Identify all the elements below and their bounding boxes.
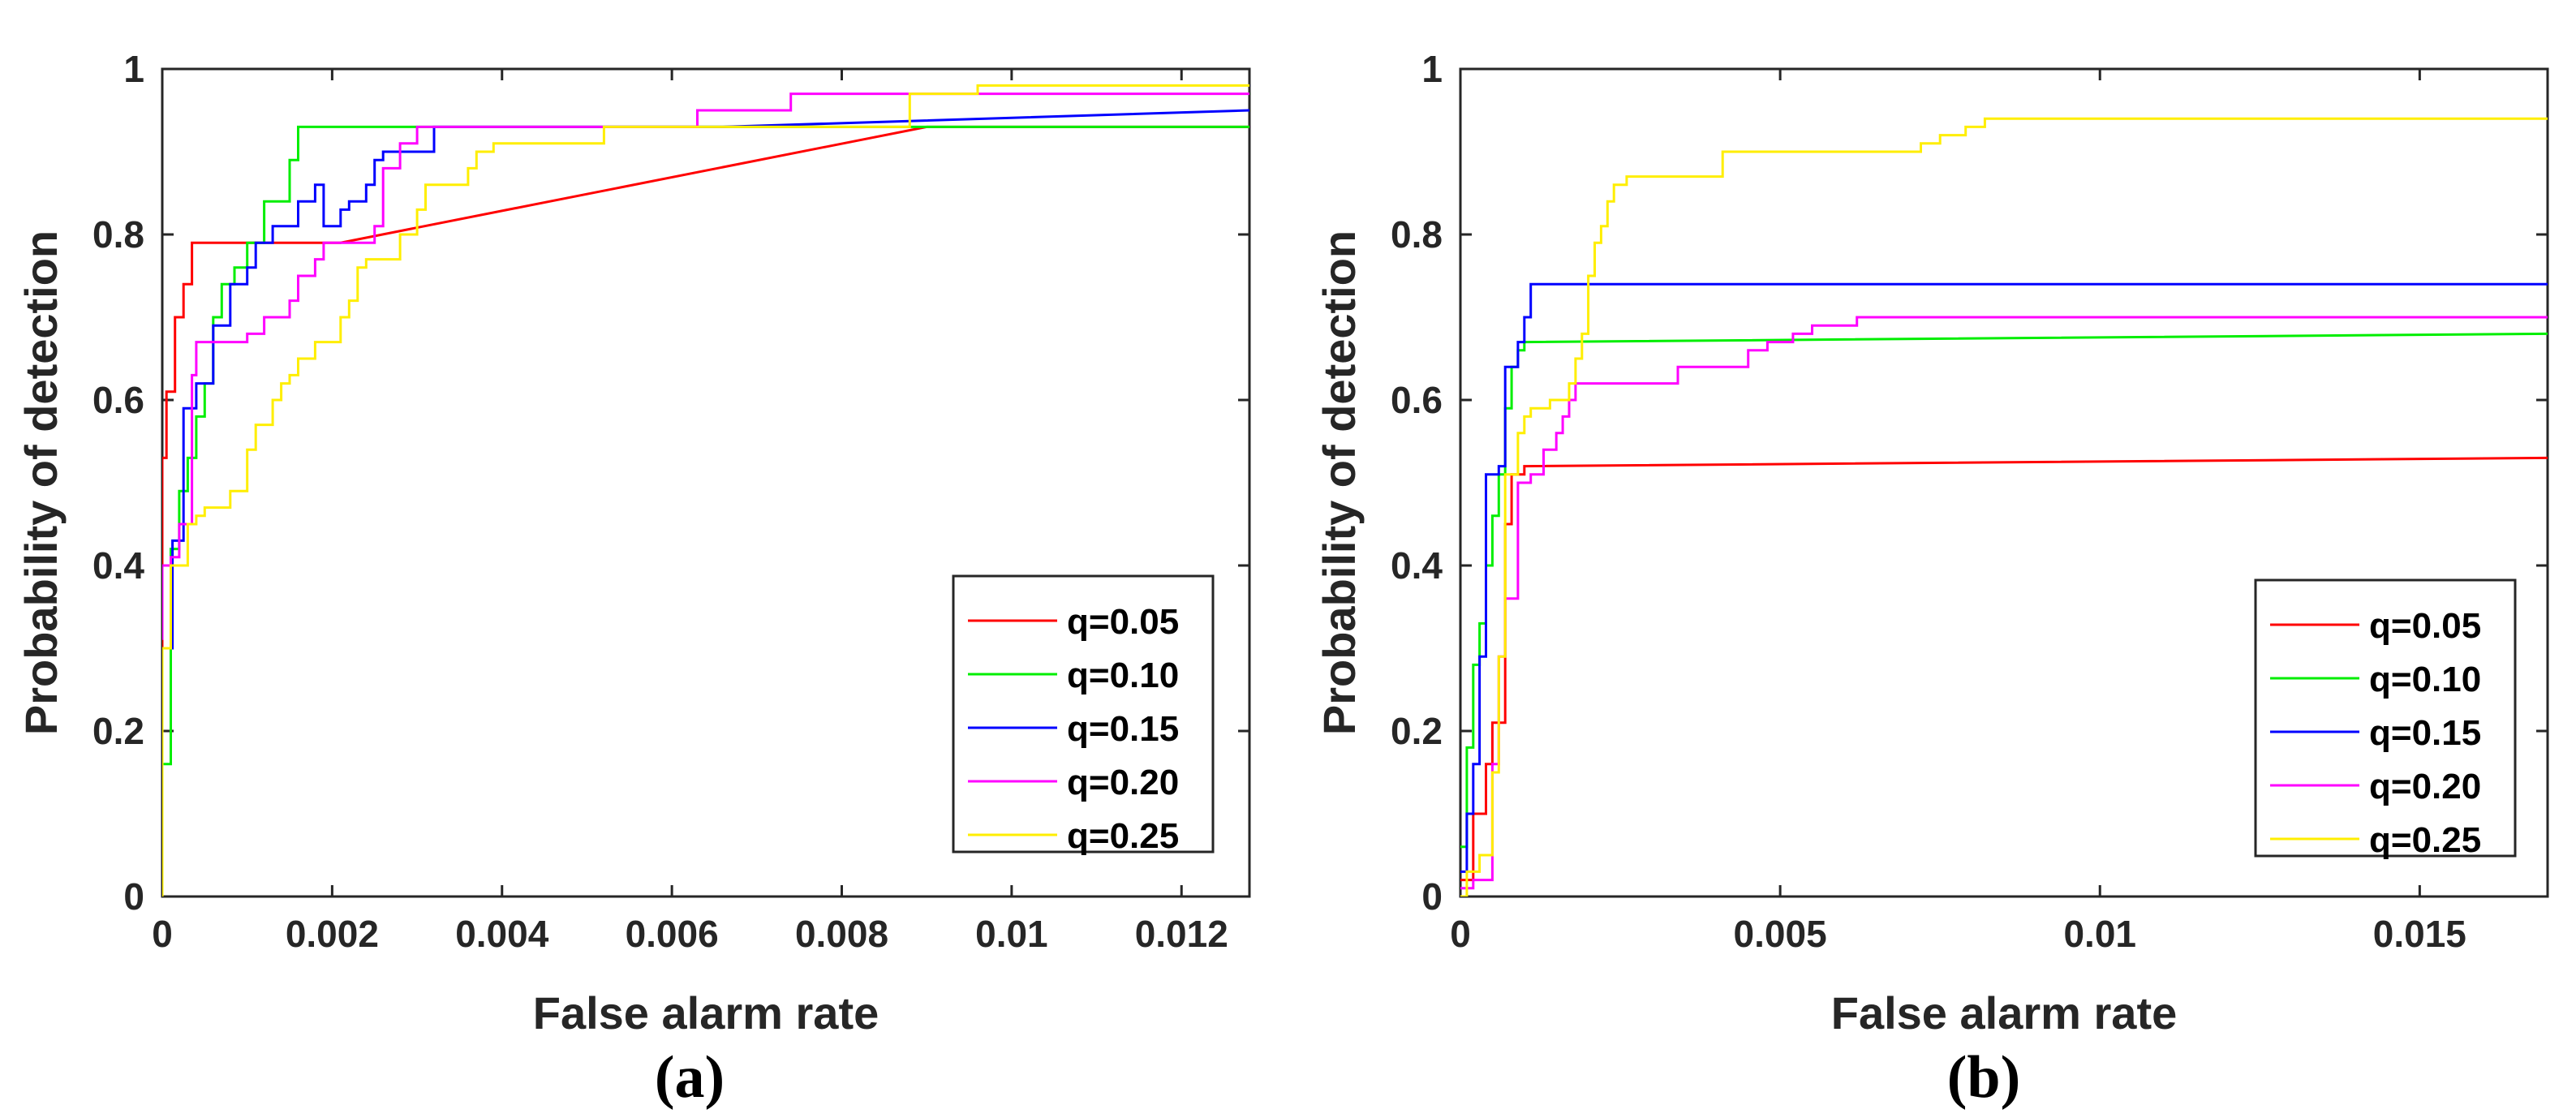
x-tick-label-b: 0 [1450,913,1471,955]
y-tick-label-a: 0.4 [92,544,144,587]
legend-label-b: q=0.05 [2369,606,2481,646]
series-layer-b [1460,117,2548,897]
series-line-q-0-25-b [1460,117,2548,897]
y-tick-label-b: 0 [1421,875,1443,918]
x-axis-label-b: False alarm rate [1831,987,2177,1038]
y-tick-label-b: 0.2 [1391,710,1443,752]
legend-a: q=0.05 q=0.10 q=0.15 q=0.20 q=0.25 [952,574,1215,856]
y-tick-label-b: 1 [1421,48,1443,90]
x-tick-label-a: 0.004 [455,913,549,955]
y-tick-label-a: 0.6 [92,379,144,421]
y-tick-label-b: 0.6 [1391,379,1443,421]
legend-label-a: q=0.25 [1067,816,1179,856]
series-layer-a [162,84,1249,897]
y-tick-label-a: 0.8 [92,213,144,256]
y-axis-label-a: Probability of detection [15,230,67,735]
legend-label-a: q=0.05 [1067,602,1179,642]
legend-label-b: q=0.15 [2369,713,2481,753]
panel-label-b: (b) [1947,1044,2020,1111]
legend-label-a: q=0.10 [1067,656,1179,695]
x-tick-label-a: 0.006 [626,913,719,955]
y-tick-label-a: 0.2 [92,710,144,752]
x-tick-label-b: 0.015 [2373,913,2466,955]
legend-label-a: q=0.15 [1067,709,1179,749]
x-tick-label-b: 0.005 [1734,913,1827,955]
legend-label-b: q=0.10 [2369,660,2481,699]
x-tick-label-a: 0.002 [286,913,379,955]
x-axis-label-a: False alarm rate [533,987,879,1038]
y-tick-label-b: 0.4 [1391,544,1443,587]
x-tick-label-a: 0 [152,913,173,955]
x-tick-label-a: 0.008 [795,913,888,955]
legend-box-b [2254,578,2517,858]
y-tick-label-b: 0.8 [1391,213,1443,256]
series-line-q-0-15-b [1460,282,2548,873]
panel-label-a: (a) [655,1044,725,1111]
axis-ticks-b: 0 0.005 0.01 0.015 0 0.2 0.4 0.6 0.8 1 [1391,48,2548,955]
y-tick-label-a: 1 [123,48,144,90]
legend-b: q=0.05 q=0.10 q=0.15 q=0.20 q=0.25 [2254,578,2517,860]
legend-label-b: q=0.20 [2369,767,2481,806]
legend-label-a: q=0.20 [1067,763,1179,802]
legend-box-a [952,574,1215,854]
series-line-q-0-15-a [162,109,1249,764]
x-tick-label-a: 0.012 [1135,913,1228,955]
chart-panel-b: 0 0.005 0.01 0.015 0 0.2 0.4 0.6 0.8 1 False alar… [1314,48,2549,1111]
x-tick-label-b: 0.01 [2063,913,2136,955]
axis-ticks-a: 0 0.002 0.004 0.006 0.008 0.01 0.012 0 0.2 0.4 0.6… [92,48,1249,955]
legend-label-b: q=0.25 [2369,820,2481,860]
y-axis-label-b: Probability of detection [1314,230,1365,735]
chart-panel-a: 0 0.002 0.004 0.006 0.008 0.01 0.012 0 0.2 0.4 0.6… [15,48,1251,1111]
x-tick-label-a: 0.01 [975,913,1048,955]
series-line-q-0-25-a [162,84,1249,897]
y-tick-label-a: 0 [123,875,144,918]
